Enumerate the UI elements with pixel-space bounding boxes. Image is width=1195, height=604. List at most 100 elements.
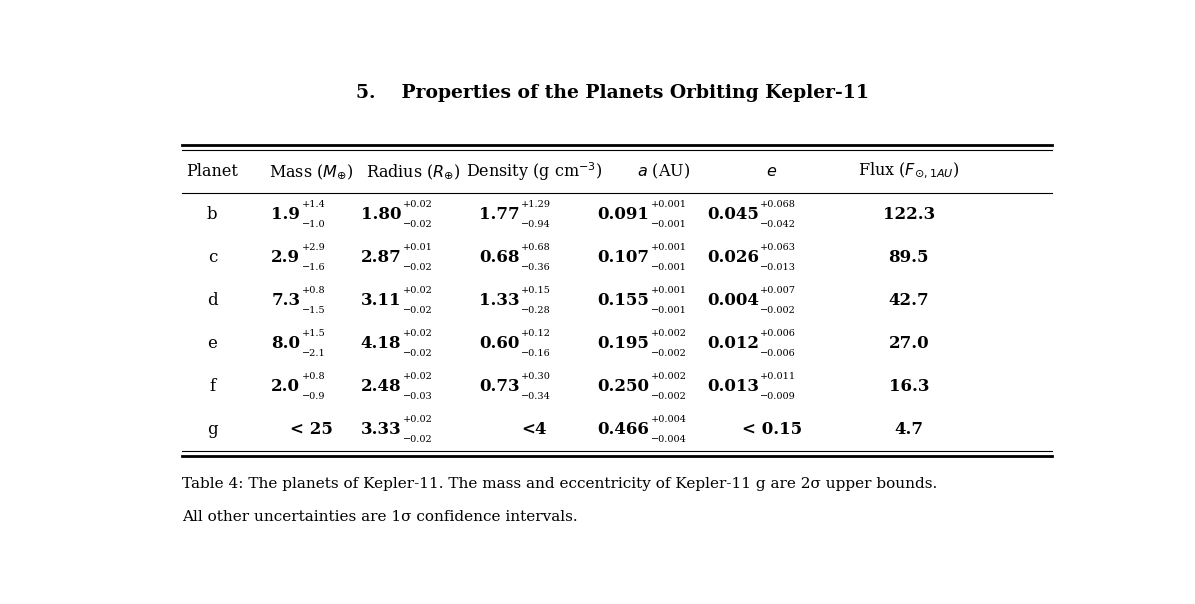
Text: 3.11: 3.11 [361,292,402,309]
Text: +0.001: +0.001 [651,286,687,295]
Text: $e$: $e$ [766,162,777,180]
Text: −0.001: −0.001 [651,220,687,229]
Text: +0.004: +0.004 [651,415,687,424]
Text: Table 4: The planets of Kepler-11. The mass and eccentricity of Kepler-11 g are : Table 4: The planets of Kepler-11. The m… [182,477,937,491]
Text: −1.6: −1.6 [301,263,325,272]
Text: −0.03: −0.03 [403,392,433,401]
Text: +0.02: +0.02 [403,371,433,381]
Text: All other uncertainties are 1σ confidence intervals.: All other uncertainties are 1σ confidenc… [182,510,577,524]
Text: 0.250: 0.250 [598,378,650,395]
Text: +0.02: +0.02 [403,199,433,208]
Text: +0.001: +0.001 [651,199,687,208]
Text: 0.60: 0.60 [479,335,520,352]
Text: 2.0: 2.0 [271,378,300,395]
Text: −0.28: −0.28 [521,306,551,315]
Text: −0.001: −0.001 [651,263,687,272]
Text: +0.02: +0.02 [403,329,433,338]
Text: f: f [209,378,215,395]
Text: −0.94: −0.94 [521,220,551,229]
Text: +0.068: +0.068 [760,199,796,208]
Text: −0.02: −0.02 [403,263,433,272]
Text: 2.9: 2.9 [271,249,300,266]
Text: 0.155: 0.155 [598,292,650,309]
Text: < 0.15: < 0.15 [742,421,802,438]
Text: < 25: < 25 [290,421,333,438]
Text: +0.002: +0.002 [651,329,687,338]
Text: 7.3: 7.3 [271,292,300,309]
Text: −0.009: −0.009 [760,392,796,401]
Text: 42.7: 42.7 [889,292,929,309]
Text: −1.5: −1.5 [301,306,325,315]
Text: 1.80: 1.80 [361,206,402,223]
Text: Flux ($F_{\odot,1AU}$): Flux ($F_{\odot,1AU}$) [858,161,960,181]
Text: c: c [208,249,217,266]
Text: 16.3: 16.3 [889,378,929,395]
Text: −0.002: −0.002 [760,306,796,315]
Text: −0.006: −0.006 [760,349,796,358]
Text: +2.9: +2.9 [301,243,325,252]
Text: d: d [207,292,217,309]
Text: −0.02: −0.02 [403,349,433,358]
Text: 0.045: 0.045 [707,206,759,223]
Text: −2.1: −2.1 [301,349,325,358]
Text: 0.73: 0.73 [479,378,520,395]
Text: +0.006: +0.006 [760,329,796,338]
Text: +1.5: +1.5 [301,329,325,338]
Text: 89.5: 89.5 [889,249,929,266]
Text: +0.001: +0.001 [651,243,687,252]
Text: 0.195: 0.195 [598,335,650,352]
Text: +0.007: +0.007 [760,286,796,295]
Text: +0.063: +0.063 [760,243,796,252]
Text: 0.004: 0.004 [707,292,759,309]
Text: +1.4: +1.4 [301,199,325,208]
Text: 0.091: 0.091 [598,206,650,223]
Text: +0.12: +0.12 [521,329,551,338]
Text: 0.107: 0.107 [598,249,650,266]
Text: +1.29: +1.29 [521,199,551,208]
Text: 4.7: 4.7 [894,421,924,438]
Text: +0.002: +0.002 [651,371,687,381]
Text: −0.002: −0.002 [651,349,687,358]
Text: +0.30: +0.30 [521,371,551,381]
Text: +0.02: +0.02 [403,415,433,424]
Text: −0.16: −0.16 [521,349,551,358]
Text: b: b [207,206,217,223]
Text: +0.011: +0.011 [760,371,796,381]
Text: Planet: Planet [186,162,238,180]
Text: +0.15: +0.15 [521,286,551,295]
Text: −0.36: −0.36 [521,263,551,272]
Text: +0.8: +0.8 [301,371,325,381]
Text: 0.68: 0.68 [479,249,520,266]
Text: +0.02: +0.02 [403,286,433,295]
Text: Mass ($M_{\oplus}$): Mass ($M_{\oplus}$) [269,162,354,181]
Text: 0.012: 0.012 [706,335,759,352]
Text: −0.02: −0.02 [403,220,433,229]
Text: 122.3: 122.3 [883,206,934,223]
Text: 0.466: 0.466 [598,421,650,438]
Text: −0.001: −0.001 [651,306,687,315]
Text: −0.004: −0.004 [651,435,687,445]
Text: 1.33: 1.33 [479,292,520,309]
Text: −1.0: −1.0 [301,220,325,229]
Text: −0.042: −0.042 [760,220,796,229]
Text: e: e [208,335,217,352]
Text: 0.013: 0.013 [706,378,759,395]
Text: −0.34: −0.34 [521,392,551,401]
Text: 1.77: 1.77 [479,206,520,223]
Text: <4: <4 [521,421,546,438]
Text: 1.9: 1.9 [271,206,300,223]
Text: −0.02: −0.02 [403,306,433,315]
Text: +0.01: +0.01 [403,243,433,252]
Text: 8.0: 8.0 [271,335,300,352]
Text: g: g [207,421,217,438]
Text: 5.    Properties of the Planets Orbiting Kepler-11: 5. Properties of the Planets Orbiting Ke… [356,84,869,102]
Text: +0.8: +0.8 [301,286,325,295]
Text: −0.02: −0.02 [403,435,433,445]
Text: 2.87: 2.87 [361,249,402,266]
Text: 27.0: 27.0 [889,335,929,352]
Text: 0.026: 0.026 [706,249,759,266]
Text: −0.013: −0.013 [760,263,796,272]
Text: 2.48: 2.48 [361,378,402,395]
Text: −0.002: −0.002 [651,392,687,401]
Text: 4.18: 4.18 [361,335,402,352]
